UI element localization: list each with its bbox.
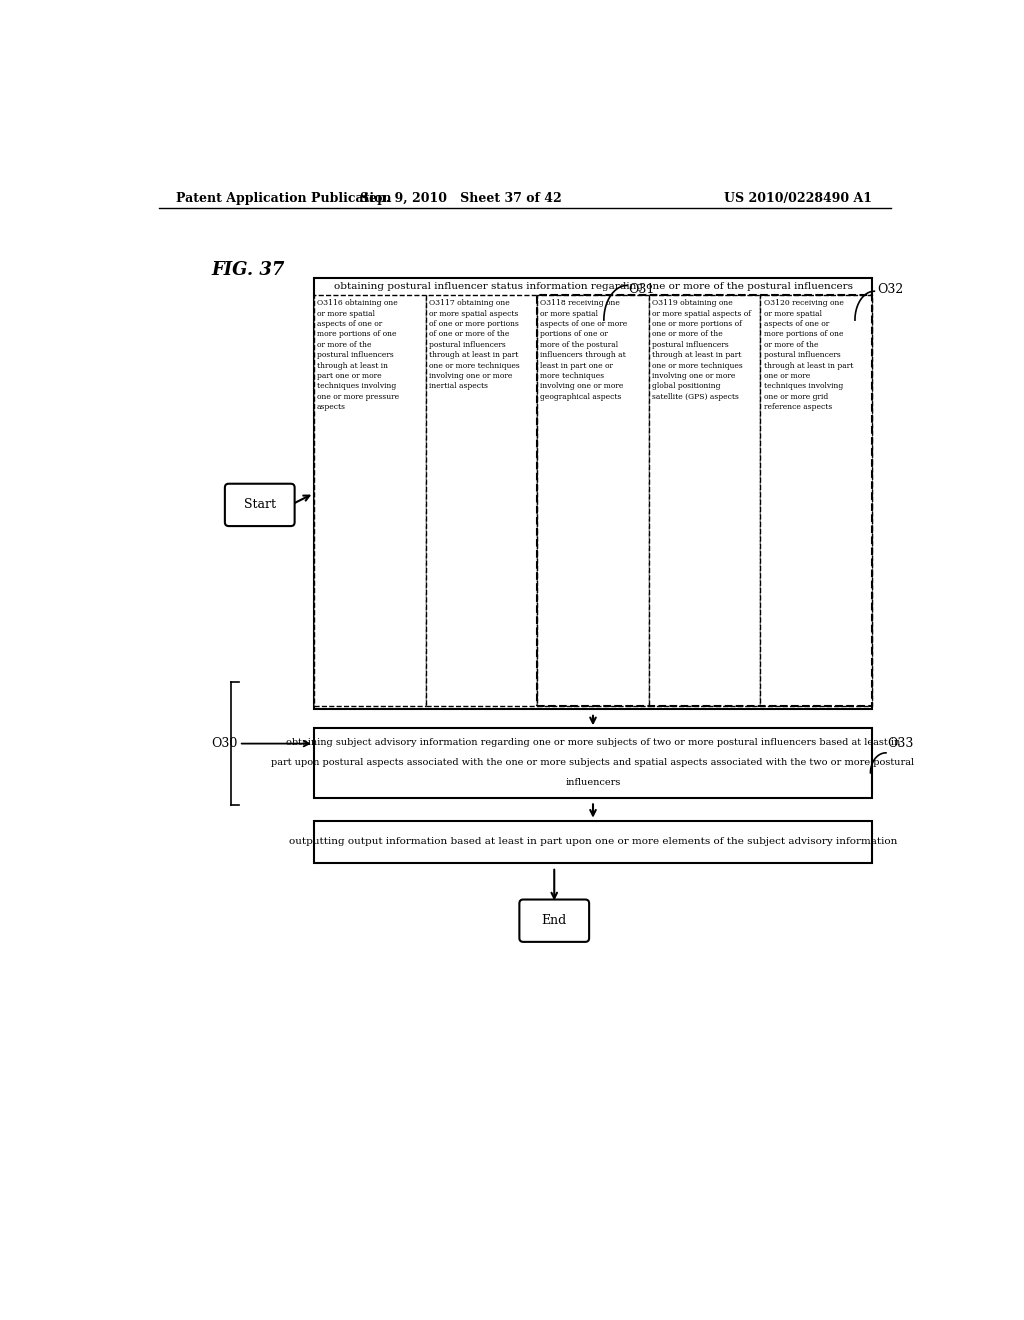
Text: outputting output information based at least in part upon one or more elements o: outputting output information based at l… [289, 837, 897, 846]
Text: US 2010/0228490 A1: US 2010/0228490 A1 [724, 191, 872, 205]
Text: O30: O30 [212, 737, 238, 750]
Text: Start: Start [244, 499, 275, 511]
Text: part one or more: part one or more [317, 372, 382, 380]
Text: more portions of one: more portions of one [764, 330, 843, 338]
Bar [426, 294, 538, 706]
Text: or more spatial: or more spatial [764, 310, 821, 318]
Text: part upon postural aspects associated with the one or more subjects and spatial : part upon postural aspects associated wi… [271, 758, 914, 767]
Text: one or more grid: one or more grid [764, 393, 827, 401]
Text: one or more of the: one or more of the [652, 330, 723, 338]
Text: least in part one or: least in part one or [541, 362, 613, 370]
Bar [314, 729, 872, 797]
FancyBboxPatch shape [519, 899, 589, 942]
Text: inertial aspects: inertial aspects [429, 383, 487, 391]
Text: global positioning: global positioning [652, 383, 721, 391]
Text: of one or more portions: of one or more portions [429, 321, 518, 329]
Text: involving one or more: involving one or more [652, 372, 735, 380]
Bar [538, 294, 872, 706]
Text: portions of one or: portions of one or [541, 330, 608, 338]
Text: or more of the: or more of the [317, 341, 372, 348]
Text: more of the postural: more of the postural [541, 341, 618, 348]
Bar [649, 294, 761, 706]
Text: through at least in: through at least in [317, 362, 388, 370]
Text: one or more: one or more [764, 372, 810, 380]
Text: techniques involving: techniques involving [317, 383, 396, 391]
Text: satellite (GPS) aspects: satellite (GPS) aspects [652, 393, 738, 401]
Bar [314, 277, 872, 709]
Text: Sep. 9, 2010   Sheet 37 of 42: Sep. 9, 2010 Sheet 37 of 42 [360, 191, 562, 205]
Text: or more of the: or more of the [764, 341, 818, 348]
Text: postural influencers: postural influencers [429, 341, 506, 348]
FancyBboxPatch shape [225, 483, 295, 527]
Bar [761, 294, 872, 706]
Text: aspects of one or more: aspects of one or more [541, 321, 628, 329]
Text: postural influencers: postural influencers [317, 351, 394, 359]
Text: involving one or more: involving one or more [429, 372, 512, 380]
Text: O3116 obtaining one: O3116 obtaining one [317, 300, 398, 308]
Text: one or more techniques: one or more techniques [429, 362, 519, 370]
Text: O33: O33 [888, 737, 913, 750]
Text: postural influencers: postural influencers [652, 341, 729, 348]
Text: through at least in part: through at least in part [764, 362, 853, 370]
Text: influencers: influencers [565, 777, 621, 787]
Bar [538, 294, 649, 706]
Text: O32: O32 [878, 282, 903, 296]
Text: more portions of one: more portions of one [317, 330, 396, 338]
Text: involving one or more: involving one or more [541, 383, 624, 391]
Bar [314, 821, 872, 863]
Text: aspects of one or: aspects of one or [764, 321, 828, 329]
Text: postural influencers: postural influencers [764, 351, 841, 359]
Text: through at least in part: through at least in part [652, 351, 741, 359]
Text: obtaining subject advisory information regarding one or more subjects of two or : obtaining subject advisory information r… [286, 738, 900, 747]
Text: aspects of one or: aspects of one or [317, 321, 382, 329]
Text: FIG. 37: FIG. 37 [212, 261, 285, 279]
Text: reference aspects: reference aspects [764, 404, 831, 412]
Text: or more spatial aspects: or more spatial aspects [429, 310, 518, 318]
Text: End: End [542, 915, 567, 927]
Text: or more spatial: or more spatial [317, 310, 375, 318]
Text: O3120 receiving one: O3120 receiving one [764, 300, 844, 308]
Text: aspects: aspects [317, 404, 346, 412]
Bar [314, 294, 426, 706]
Text: obtaining postural influencer status information regarding one or more of the po: obtaining postural influencer status inf… [334, 281, 853, 290]
Text: influencers through at: influencers through at [541, 351, 626, 359]
Text: or more spatial aspects of: or more spatial aspects of [652, 310, 751, 318]
Text: more techniques: more techniques [541, 372, 604, 380]
Text: geographical aspects: geographical aspects [541, 393, 622, 401]
Text: O3118 receiving one: O3118 receiving one [541, 300, 621, 308]
Text: O31: O31 [629, 282, 655, 296]
Text: O3119 obtaining one: O3119 obtaining one [652, 300, 732, 308]
Text: through at least in part: through at least in part [429, 351, 518, 359]
Text: one or more portions of: one or more portions of [652, 321, 741, 329]
Text: one or more techniques: one or more techniques [652, 362, 742, 370]
Text: techniques involving: techniques involving [764, 383, 843, 391]
Text: of one or more of the: of one or more of the [429, 330, 509, 338]
Text: Patent Application Publication: Patent Application Publication [176, 191, 391, 205]
Text: O3117 obtaining one: O3117 obtaining one [429, 300, 510, 308]
Text: or more spatial: or more spatial [541, 310, 598, 318]
Text: one or more pressure: one or more pressure [317, 393, 399, 401]
